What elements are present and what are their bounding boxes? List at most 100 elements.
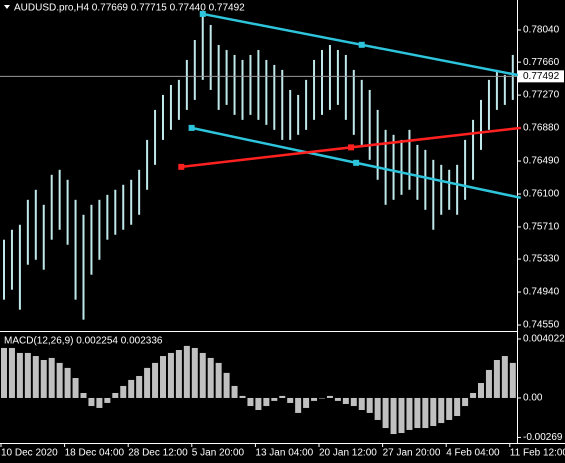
price-bar [313,59,316,120]
macd-bar [271,397,278,401]
line-handle [358,41,365,48]
macd-bar [303,397,310,408]
macd-bar [390,397,397,435]
macd-bar [358,397,365,410]
macd-bar [374,397,381,420]
price-bar [66,179,69,245]
price-bar [265,59,268,125]
price-bar [225,49,228,105]
price-bar [10,229,13,290]
line-handle [348,144,355,151]
macd-bar [263,397,270,407]
price-bar [193,39,196,100]
macd-bar [72,378,79,398]
x-tick-label: 5 Jan 20:00 [192,448,245,459]
y-tick-label: 0.74940 [523,287,560,298]
price-bar [146,139,149,190]
price-bar [185,59,188,110]
price-bar [169,84,172,130]
macd-bar [104,397,111,403]
symbol-header: AUDUSD.pro,H4 0.77669 0.77715 0.77440 0.… [14,3,245,14]
macd-bar [207,357,214,398]
price-bar [26,199,29,265]
price-bar [257,49,260,120]
y-tick-label: 0.77660 [523,57,560,68]
price-bar [106,194,109,240]
price-bar [233,54,236,115]
price-bar [98,199,101,260]
macd-bar [342,397,349,404]
price-bar [177,79,180,120]
y-tick-label: 0.76100 [523,189,560,200]
price-bar [154,109,157,165]
macd-bar [414,397,421,429]
macd-bar [175,350,182,398]
macd-bar [128,379,135,398]
price-bar [281,69,284,140]
macd-bar [382,397,389,429]
macd-bar [446,397,453,420]
price-bar [58,169,61,230]
price-bar [480,99,482,150]
y-tick-label: 0.77270 [523,90,560,101]
y-tick-label: 0.004022 [523,334,565,345]
price-bar [90,204,93,275]
price-bar [424,149,427,210]
macd-bar [144,367,151,398]
price-bar [42,204,45,270]
price-bar [487,79,490,130]
macd-bar [287,397,294,403]
macd-bar [8,347,15,398]
price-bar [138,169,141,215]
macd-bar [24,352,31,398]
price-bar [336,49,339,105]
macd-bar [1,347,7,398]
price-bar [209,24,212,90]
macd-bar [88,397,95,407]
macd-bar [326,395,333,398]
macd-bar [462,397,469,407]
macd-bar [56,362,63,398]
bid-label: 0.77492 [523,71,560,82]
price-bar [464,139,467,200]
macd-bar [191,347,198,398]
y-tick-label: 0.76880 [523,123,560,134]
price-bar [352,69,355,135]
macd-bar [96,397,103,408]
x-tick-label: 10 Dec 2020 [1,448,58,459]
macd-bar [16,352,23,398]
price-bar [368,89,371,160]
x-tick-label: 18 Dec 04:00 [65,448,125,459]
price-bar [305,79,308,130]
price-bar [448,169,451,210]
macd-bar [493,359,500,398]
price-bar [344,54,347,120]
macd-bar [295,397,302,413]
price-bar [50,174,53,240]
price-bar [328,44,331,110]
price-bar [297,94,300,135]
price-bar [3,239,5,300]
macd-bar [350,397,357,407]
price-bar [34,189,37,260]
price-bar [416,144,419,200]
price-bar [122,184,125,230]
price-bar [400,139,403,195]
x-tick-label: 13 Jan 04:00 [255,448,313,459]
y-tick-label: 0.78040 [523,25,560,36]
macd-header: MACD(12,26,9) 0.002254 0.002336 [4,336,163,347]
price-bar [511,54,514,100]
macd-bar [366,397,373,413]
price-bar [495,69,498,110]
macd-bar [454,397,461,417]
macd-bar [199,352,206,398]
macd-bar [334,397,341,401]
x-tick-label: 27 Jan 20:00 [383,448,441,459]
price-bar [432,159,435,230]
macd-bar [152,362,159,398]
macd-bar [80,392,87,398]
price-bar [162,94,164,140]
menu-arrow[interactable] [4,5,10,9]
